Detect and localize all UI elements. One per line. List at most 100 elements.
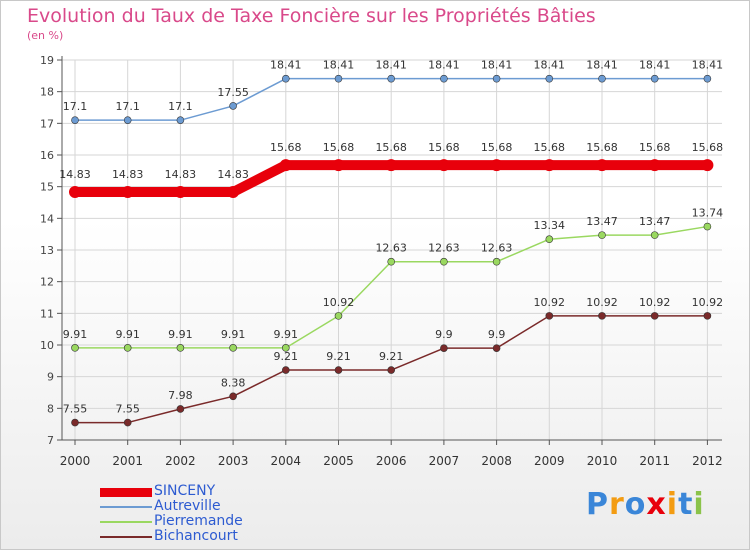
y-tick-label: 13 (40, 244, 54, 257)
data-point (650, 312, 659, 320)
x-tick-label: 2006 (376, 454, 407, 468)
logo-letter: x (646, 487, 667, 522)
data-label: 9.91 (168, 328, 193, 341)
data-point (701, 159, 714, 172)
data-point (490, 159, 503, 172)
y-tick-label: 8 (47, 402, 54, 415)
data-point (123, 344, 132, 352)
data-point (334, 74, 343, 83)
x-tick-label: 2005 (323, 454, 354, 468)
data-point (176, 405, 185, 413)
data-point (279, 159, 292, 172)
data-label: 10.92 (639, 296, 671, 309)
x-tick-label: 2003 (218, 454, 249, 468)
logo-letter: P (586, 487, 609, 522)
logo-letter: r (609, 487, 625, 522)
y-tick-label: 15 (40, 181, 54, 194)
data-label: 7.55 (63, 403, 88, 416)
data-label: 13.74 (692, 207, 724, 220)
data-label: 9.91 (63, 328, 88, 341)
data-point (229, 344, 237, 352)
data-point (385, 159, 398, 172)
data-label: 9.21 (274, 350, 299, 363)
logo-letter: o (624, 487, 647, 522)
data-label: 12.63 (375, 242, 407, 255)
data-label: 10.92 (323, 296, 355, 309)
chart-title: Evolution du Taux de Taxe Foncière sur l… (27, 5, 596, 27)
data-label: 18.41 (534, 59, 566, 72)
data-label: 18.41 (428, 59, 460, 72)
legend-label: Bichancourt (154, 528, 238, 544)
proxiti-logo: Proxiti (586, 487, 705, 522)
logo-letter: i (693, 487, 705, 522)
data-label: 7.55 (115, 403, 140, 416)
data-label: 9.91 (115, 328, 140, 341)
data-label: 14.83 (217, 168, 249, 181)
data-label: 8.38 (221, 376, 246, 389)
data-point (121, 186, 134, 199)
data-label: 9.9 (488, 328, 506, 341)
data-label: 18.41 (375, 59, 407, 72)
data-label: 15.68 (375, 141, 407, 154)
data-point (227, 186, 240, 199)
data-point (387, 257, 396, 266)
data-point (123, 418, 132, 427)
data-label: 18.41 (270, 59, 302, 72)
y-tick-label: 7 (47, 434, 54, 447)
data-point (281, 74, 290, 83)
data-point (598, 74, 606, 83)
legend-swatch (100, 487, 152, 497)
data-label: 15.68 (323, 141, 355, 154)
y-tick-label: 17 (40, 117, 54, 130)
data-point (437, 159, 450, 172)
data-point (650, 74, 659, 83)
data-label: 9.21 (326, 350, 351, 363)
data-label: 18.41 (692, 59, 724, 72)
data-label: 18.41 (323, 59, 355, 72)
x-tick-label: 2012 (692, 454, 723, 468)
data-label: 9.9 (435, 328, 453, 341)
data-label: 17.1 (115, 100, 140, 113)
data-point (281, 344, 290, 352)
data-point (176, 116, 185, 124)
data-label: 18.41 (586, 59, 618, 72)
data-label: 9.91 (274, 328, 299, 341)
data-point (71, 116, 79, 124)
data-point (440, 74, 448, 83)
data-label: 9.91 (221, 328, 246, 341)
data-label: 12.63 (481, 242, 513, 255)
data-point (596, 159, 608, 172)
data-point (69, 186, 81, 199)
data-point (703, 222, 712, 231)
logo-letter: i (666, 487, 679, 522)
data-point (703, 312, 712, 320)
data-label: 7.98 (168, 389, 193, 402)
data-label: 13.47 (639, 215, 671, 228)
x-tick-label: 2007 (429, 454, 460, 468)
data-point (545, 312, 554, 320)
data-label: 15.68 (692, 141, 724, 154)
data-label: 14.83 (165, 168, 197, 181)
x-tick-label: 2008 (481, 454, 512, 468)
data-point (440, 344, 448, 352)
data-point (598, 312, 606, 320)
data-label: 15.68 (534, 141, 566, 154)
data-label: 15.68 (481, 141, 513, 154)
y-tick-label: 16 (40, 149, 54, 162)
data-point (281, 366, 290, 374)
data-point (332, 159, 345, 172)
data-point (334, 366, 343, 374)
data-label: 18.41 (481, 59, 513, 72)
data-point (229, 392, 237, 401)
data-point (543, 159, 556, 172)
data-point (598, 231, 606, 239)
data-label: 17.1 (168, 100, 193, 113)
data-point (229, 102, 237, 110)
data-label: 15.68 (586, 141, 618, 154)
data-point (334, 312, 343, 320)
data-label: 12.63 (428, 242, 460, 255)
y-tick-label: 12 (40, 276, 54, 289)
data-point (71, 344, 79, 352)
chart-subtitle: (en %) (27, 29, 64, 42)
